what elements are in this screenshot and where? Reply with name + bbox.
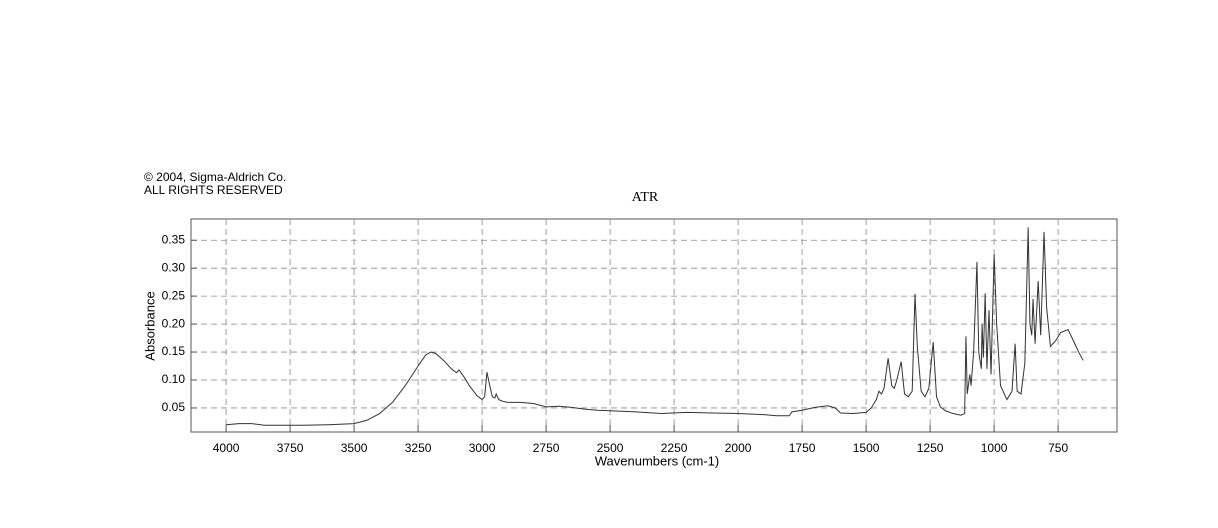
x-axis-label: Wavenumbers (cm-1): [595, 453, 719, 468]
x-tick-label: 1750: [789, 441, 816, 455]
y-tick-label: 0.15: [162, 344, 186, 358]
y-tick-label: 0.05: [162, 400, 186, 414]
y-tick-label: 0.35: [162, 232, 186, 246]
x-tick-label: 1250: [917, 441, 944, 455]
plot-frame: [190, 218, 1118, 433]
y-tick-label: 0.20: [162, 316, 186, 330]
y-tick-label: 0.10: [162, 372, 186, 386]
x-tick-label: 2000: [725, 441, 752, 455]
x-tick-label: 3250: [405, 441, 432, 455]
copyright: © 2004, Sigma-Aldrich Co.: [144, 170, 286, 184]
x-tick-label: 3500: [341, 441, 368, 455]
x-tick-label: 2750: [533, 441, 560, 455]
rights: ALL RIGHTS RESERVED: [144, 183, 283, 197]
x-tick-label: 1000: [981, 441, 1008, 455]
x-tick-label: 750: [1048, 441, 1068, 455]
y-tick-label: 0.30: [162, 260, 186, 274]
x-tick-label: 4000: [213, 441, 240, 455]
x-tick-label: 2500: [597, 441, 624, 455]
spectrum-line: [226, 227, 1084, 426]
x-tick-label: 3750: [277, 441, 304, 455]
x-tick-label: 1500: [853, 441, 880, 455]
x-tick-label: 3000: [469, 441, 496, 455]
y-tick-label: 0.25: [162, 288, 186, 302]
chart-title: ATR: [632, 190, 659, 205]
x-tick-label: 2250: [661, 441, 688, 455]
y-axis-label: Absorbance: [142, 291, 157, 360]
